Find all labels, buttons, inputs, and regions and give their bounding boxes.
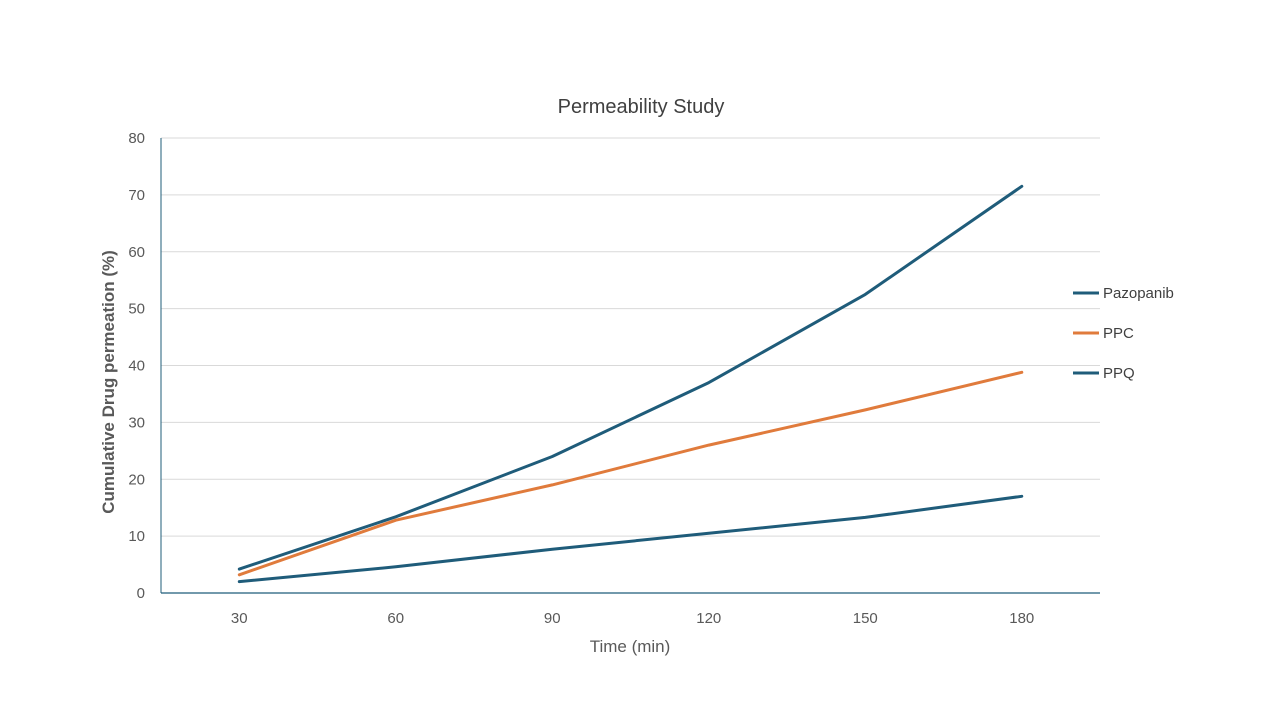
x-tick-label: 30 <box>231 610 248 627</box>
series-line-pazopanib <box>237 184 1024 571</box>
legend-label: Pazopanib <box>1103 285 1174 302</box>
x-tick-label: 120 <box>696 610 721 627</box>
x-axis-label: Time (min) <box>590 637 671 656</box>
y-tick-label: 30 <box>128 414 145 431</box>
y-tick-label: 50 <box>128 301 145 318</box>
x-tick-labels: 30 60 90 120 150 180 <box>231 610 1034 627</box>
x-tick-label: 60 <box>387 610 404 627</box>
legend: Pazopanib PPC PPQ <box>1073 285 1174 382</box>
y-tick-label: 80 <box>128 130 145 147</box>
x-tick-label: 150 <box>853 610 878 627</box>
axes <box>160 138 1100 594</box>
x-tick-label: 90 <box>544 610 561 627</box>
legend-label: PPC <box>1103 325 1134 342</box>
gridlines <box>161 137 1100 537</box>
y-tick-label: 40 <box>128 358 145 375</box>
series-line-ppc <box>237 370 1024 577</box>
y-tick-label: 70 <box>128 187 145 204</box>
y-tick-label: 20 <box>128 471 145 488</box>
chart-title: Permeability Study <box>558 96 725 118</box>
y-tick-labels: 0 10 20 30 40 50 60 70 80 <box>128 130 145 602</box>
series-line-ppq <box>237 494 1024 584</box>
y-tick-label: 10 <box>128 528 145 545</box>
y-tick-label: 0 <box>137 585 145 602</box>
y-axis-label: Cumulative Drug permeation (%) <box>99 250 118 514</box>
series-lines <box>237 184 1024 584</box>
y-tick-label: 60 <box>128 244 145 261</box>
legend-label: PPQ <box>1103 365 1135 382</box>
x-tick-label: 180 <box>1009 610 1034 627</box>
